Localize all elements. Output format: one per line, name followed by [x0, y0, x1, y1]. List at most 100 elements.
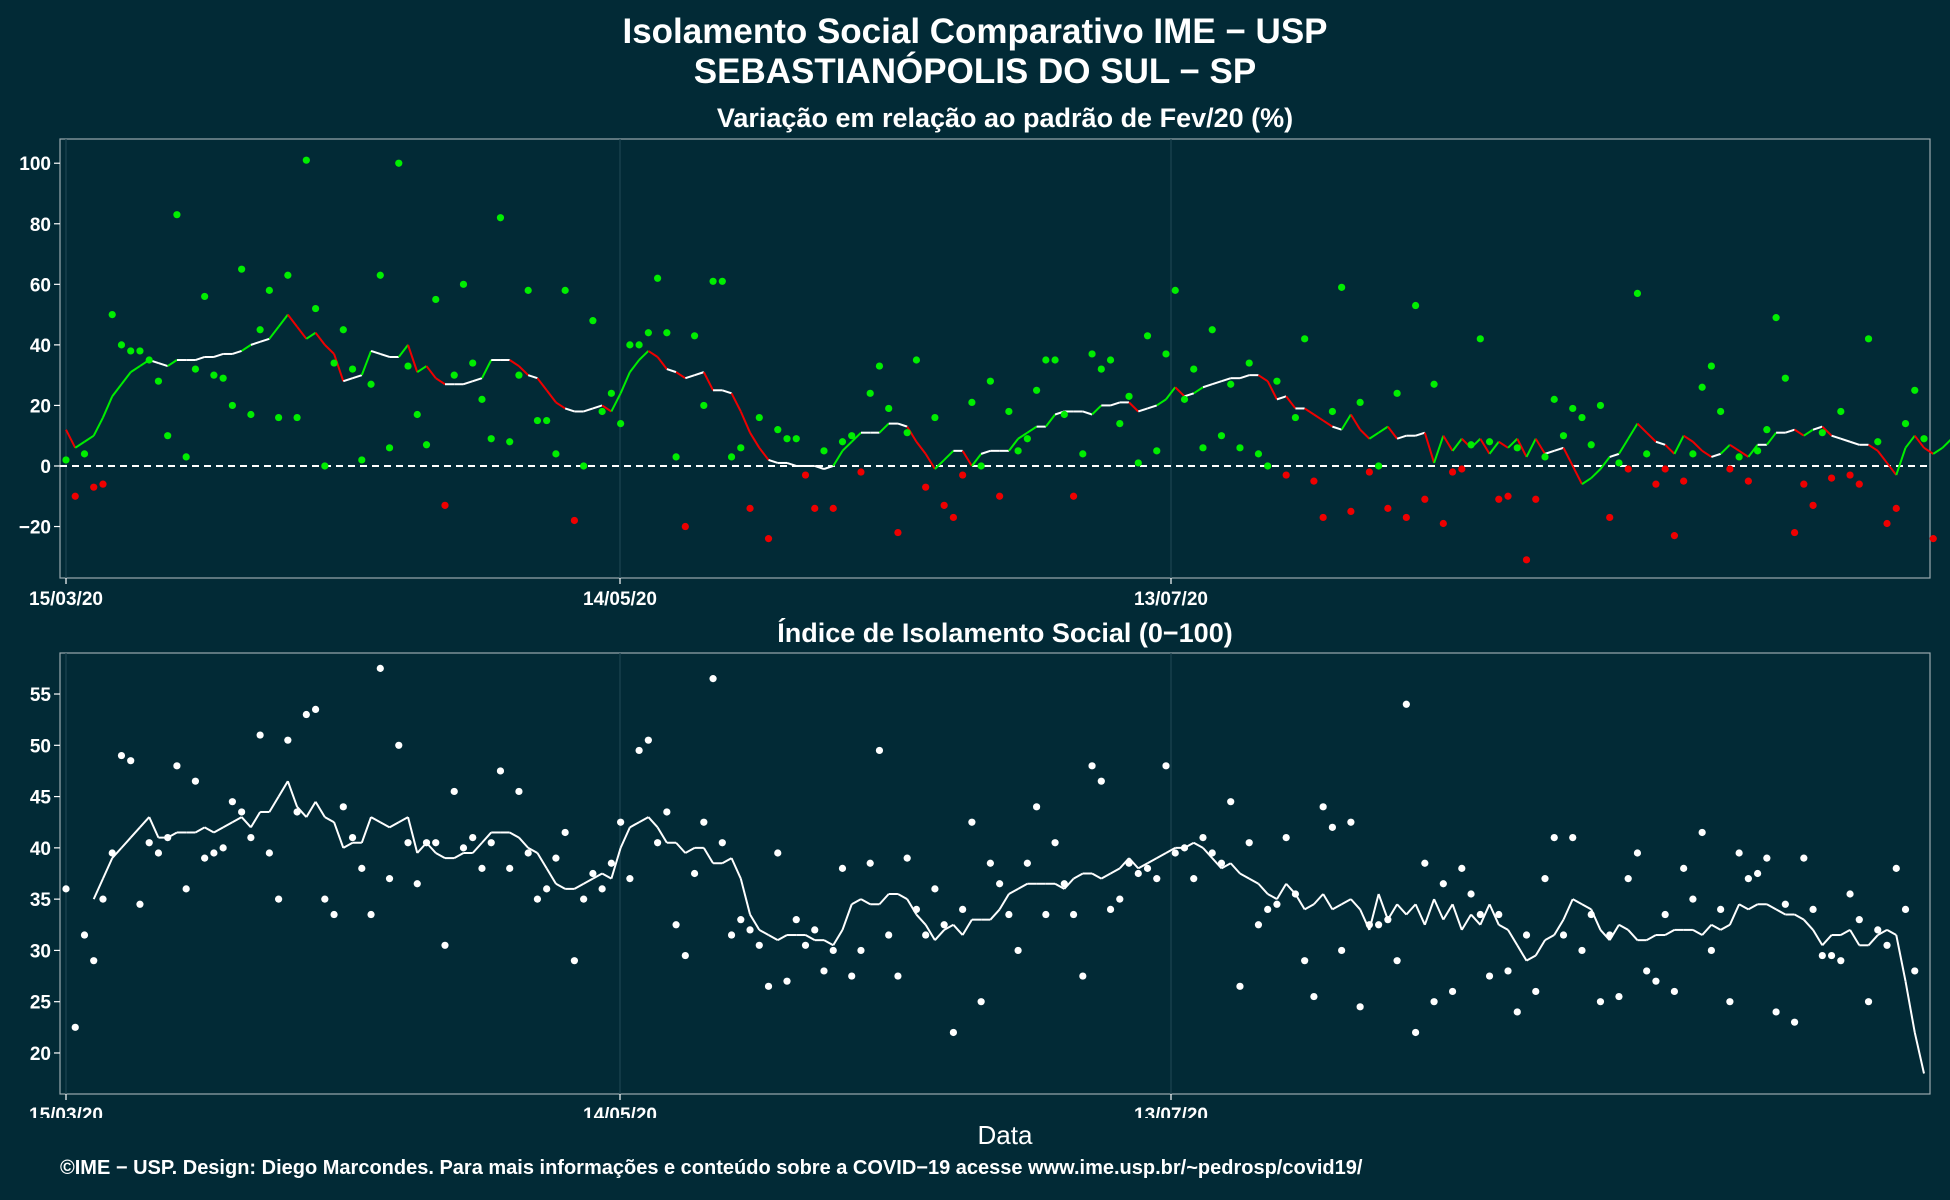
data-point — [265, 849, 273, 857]
data-point — [533, 895, 542, 903]
data-point — [1606, 513, 1614, 522]
moving-average-segment — [1165, 386, 1177, 400]
moving-average-segment — [684, 846, 696, 854]
moving-average-segment — [296, 806, 308, 818]
data-point — [922, 483, 930, 491]
data-point — [367, 380, 375, 388]
data-point — [848, 972, 856, 980]
data-point — [718, 839, 726, 847]
moving-average-segment — [518, 365, 529, 376]
data-point — [820, 447, 828, 455]
data-point — [293, 413, 301, 422]
moving-average-segment — [536, 852, 548, 869]
data-point — [617, 818, 625, 826]
data-point — [1190, 875, 1198, 883]
y-tick-label: 20 — [30, 396, 51, 417]
data-point — [1569, 404, 1577, 413]
moving-average-segment — [851, 898, 862, 906]
moving-average-segment — [65, 429, 77, 449]
data-point — [1513, 1008, 1521, 1016]
moving-average-segment — [1276, 883, 1288, 900]
data-point — [127, 347, 135, 355]
moving-average-segment — [389, 821, 400, 829]
data-point — [1689, 895, 1697, 903]
moving-average-segment — [739, 878, 752, 915]
data-point — [1569, 834, 1577, 842]
moving-average-segment — [1498, 440, 1509, 449]
moving-average-segment — [314, 801, 326, 818]
data-point — [302, 156, 310, 164]
data-point — [654, 839, 662, 847]
data-point — [1763, 426, 1771, 434]
data-point — [792, 435, 800, 443]
moving-average-segment — [1008, 438, 1019, 452]
moving-average-segment — [832, 450, 844, 467]
data-point — [487, 435, 495, 443]
data-point — [524, 849, 532, 857]
data-point — [1522, 931, 1531, 939]
moving-average-segment — [1156, 398, 1167, 407]
moving-average-segment — [768, 934, 779, 942]
moving-average-segment — [685, 374, 695, 380]
data-point — [1513, 444, 1521, 452]
moving-average-segment — [1460, 914, 1472, 931]
moving-average-segment — [1794, 428, 1805, 437]
moving-average-segment — [111, 847, 123, 859]
data-point — [1827, 474, 1836, 482]
data-point — [1587, 441, 1595, 449]
moving-average-segment — [1248, 877, 1259, 885]
moving-average-segment — [250, 340, 261, 346]
data-point — [385, 444, 394, 452]
moving-average-segment — [1202, 383, 1213, 389]
data-point — [1005, 407, 1013, 416]
data-point — [432, 295, 440, 304]
data-point — [700, 818, 708, 826]
data-point — [515, 371, 523, 379]
data-point — [959, 471, 967, 479]
data-point — [173, 211, 181, 219]
data-point — [1901, 905, 1910, 913]
data-point — [90, 957, 98, 965]
moving-average-segment — [749, 914, 761, 931]
moving-average-segment — [943, 923, 954, 931]
data-point — [829, 504, 837, 512]
moving-average-segment — [1285, 395, 1297, 410]
data-point — [1282, 471, 1290, 479]
data-point — [1578, 413, 1586, 422]
data-point — [1106, 905, 1115, 913]
moving-average-segment — [333, 353, 345, 382]
moving-average-segment — [629, 821, 640, 829]
moving-average-segment — [1165, 846, 1176, 854]
y-tick-label: 80 — [30, 215, 51, 236]
data-point — [1430, 380, 1438, 388]
data-point — [1421, 859, 1429, 867]
data-point — [663, 808, 671, 816]
data-point — [136, 347, 144, 355]
moving-average-segment — [1599, 929, 1611, 941]
moving-average-segment — [1627, 929, 1639, 941]
data-point — [1439, 519, 1447, 528]
moving-average-segment — [1128, 857, 1140, 870]
moving-average-segment — [1738, 903, 1749, 911]
moving-average-segment — [407, 816, 419, 854]
moving-average-segment — [1378, 425, 1389, 434]
data-point — [1384, 916, 1392, 924]
data-point — [469, 359, 477, 367]
moving-average-segment — [1239, 872, 1250, 880]
plot-frame — [59, 138, 1931, 579]
moving-average-segment — [1147, 404, 1158, 410]
data-point — [1171, 286, 1179, 294]
data-point — [1772, 1008, 1780, 1016]
moving-average-segment — [1877, 929, 1888, 936]
moving-average-segment — [1534, 438, 1546, 455]
data-point — [533, 416, 542, 425]
data-point — [1735, 849, 1743, 857]
moving-average-segment — [1359, 428, 1371, 440]
data-point — [1809, 905, 1817, 913]
moving-average-segment — [1377, 893, 1389, 920]
moving-average-segment — [296, 326, 308, 340]
data-point — [580, 895, 588, 903]
moving-average-segment — [915, 441, 927, 455]
data-point — [681, 951, 689, 960]
moving-average-segment — [1266, 380, 1278, 400]
